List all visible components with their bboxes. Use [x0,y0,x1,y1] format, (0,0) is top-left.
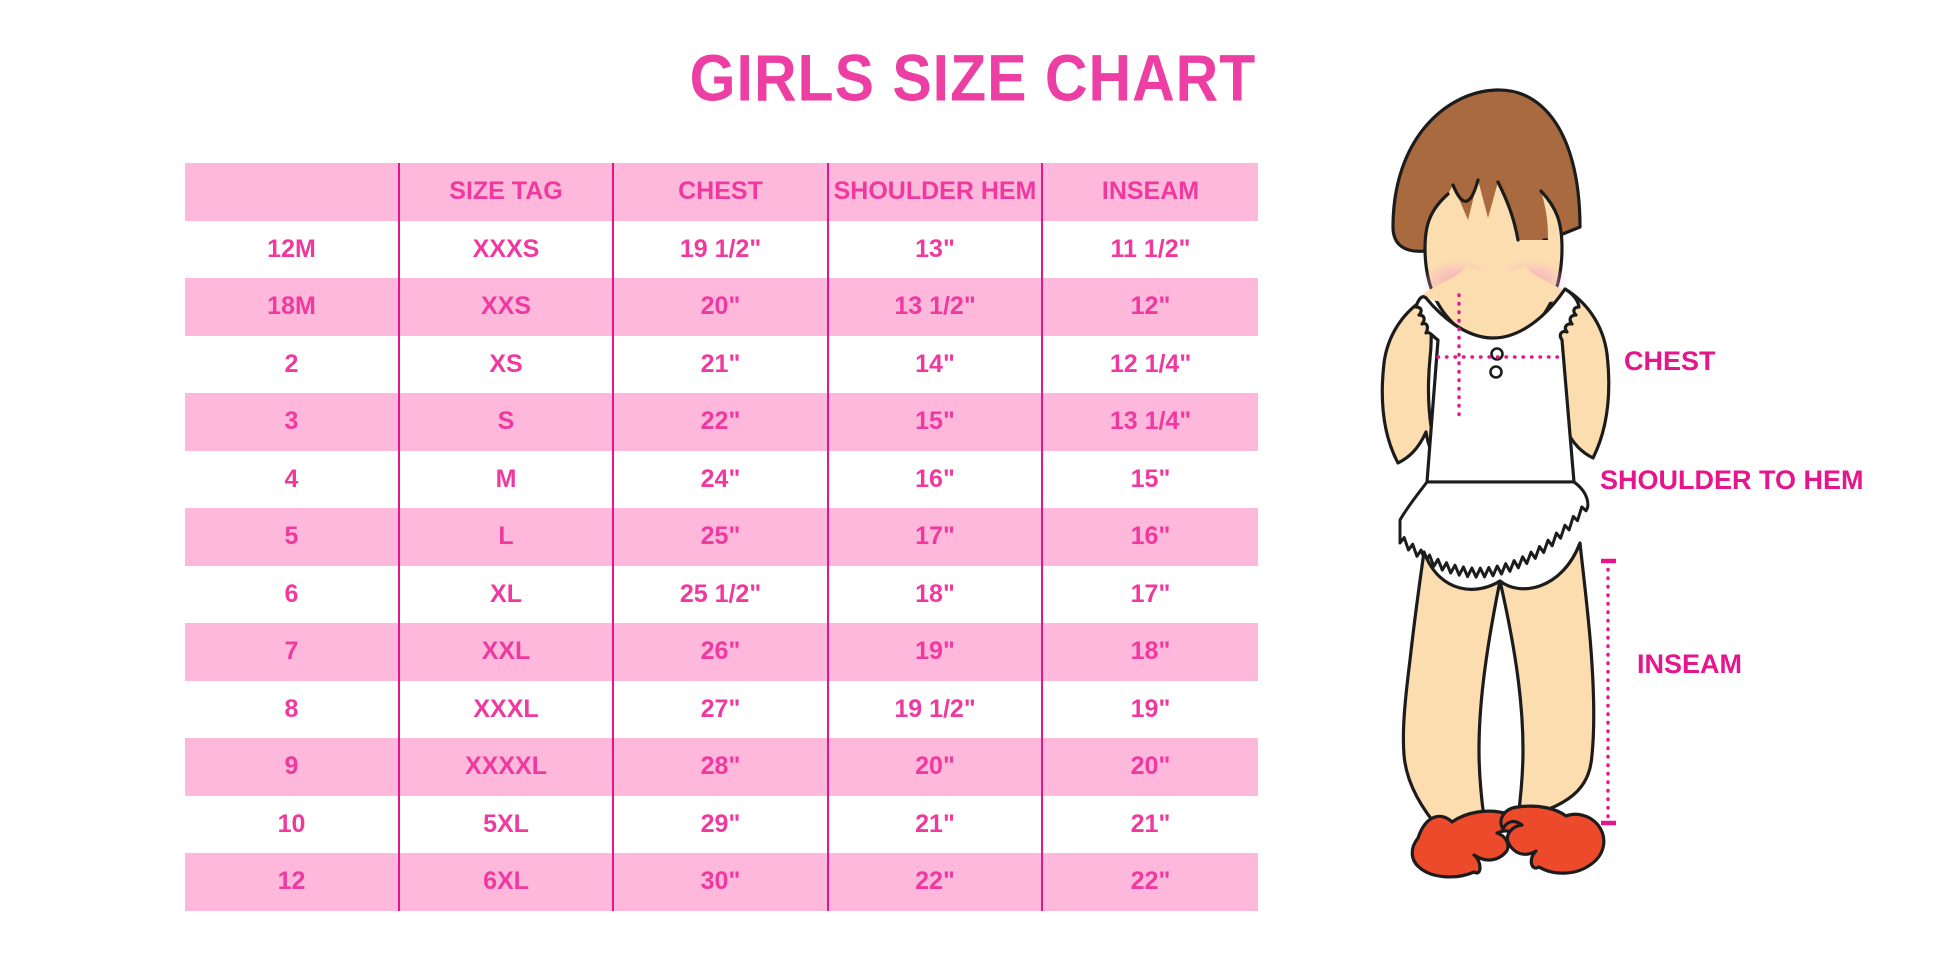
svg-text:INSEAM: INSEAM [1637,649,1742,679]
svg-text:CHEST: CHEST [1624,346,1716,376]
svg-text:SHOULDER TO HEM: SHOULDER TO HEM [1600,465,1864,495]
